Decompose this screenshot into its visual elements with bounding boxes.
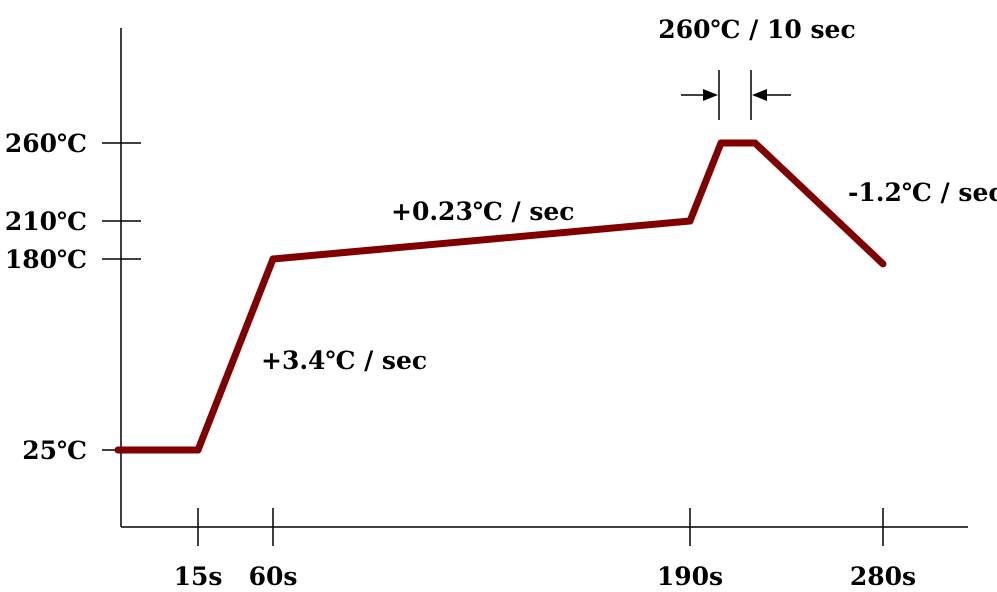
peak-dwell-left-arrow-head <box>703 89 718 101</box>
ramp-up-rate-annotation: +3.4℃ / sec <box>261 346 427 375</box>
profile-point-3 <box>686 217 694 225</box>
y-axis: 25℃ 180℃ 210℃ 260℃ <box>5 28 141 527</box>
temperature-profile-line <box>118 139 886 454</box>
x-axis: 15s 60s 190s 280s <box>121 508 968 591</box>
profile-point-2 <box>269 255 277 263</box>
y-tick-label-210: 210℃ <box>5 207 87 236</box>
x-tick-label-280s: 280s <box>850 562 916 591</box>
profile-point-6 <box>879 260 887 268</box>
x-tick-label-15s: 15s <box>174 562 223 591</box>
y-tick-label-25: 25℃ <box>22 436 87 465</box>
x-tick-label-60s: 60s <box>249 562 298 591</box>
peak-dwell-marker <box>681 70 791 120</box>
x-ticks: 15s 60s 190s 280s <box>174 508 916 591</box>
y-ticks: 25℃ 180℃ 210℃ 260℃ <box>5 129 141 465</box>
soak-rate-annotation: +0.23℃ / sec <box>391 197 575 226</box>
profile-point-5 <box>751 139 759 147</box>
cool-down-rate-annotation: -1.2℃ / sec <box>848 178 997 207</box>
profile-points <box>114 139 887 454</box>
profile-point-0 <box>114 446 122 454</box>
peak-dwell-right-arrow-head <box>752 89 767 101</box>
peak-annotation: 260℃ / 10 sec <box>658 15 855 44</box>
profile-point-1 <box>194 446 202 454</box>
y-tick-label-260: 260℃ <box>5 129 87 158</box>
x-tick-label-190s: 190s <box>657 562 723 591</box>
y-tick-label-180: 180℃ <box>5 245 87 274</box>
profile-point-4 <box>717 139 725 147</box>
